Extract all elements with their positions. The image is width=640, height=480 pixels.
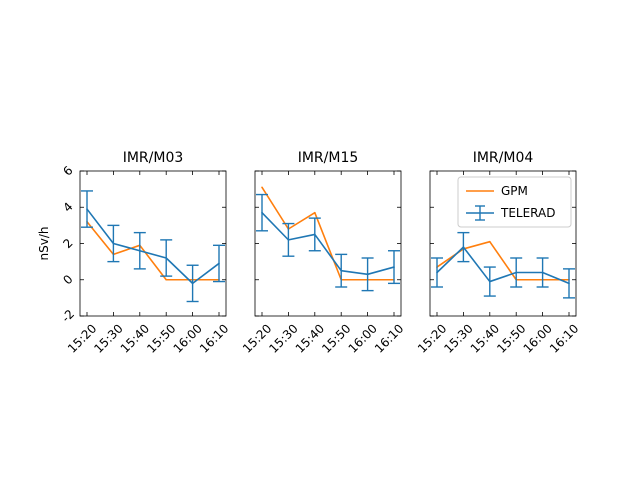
x-tick-label: 15:30 xyxy=(441,321,475,355)
x-tick-label: 16:10 xyxy=(547,321,581,355)
x-tick-label: 15:20 xyxy=(240,321,274,355)
y-tick-label: 0 xyxy=(60,272,75,287)
y-tick-label: 2 xyxy=(60,236,75,251)
x-tick-label: 15:20 xyxy=(415,321,449,355)
x-tick-label: 15:20 xyxy=(65,321,99,355)
x-tick-label: 16:10 xyxy=(197,321,231,355)
x-tick-label: 16:10 xyxy=(372,321,406,355)
data-point-gpm xyxy=(314,211,316,214)
x-tick-label: 15:40 xyxy=(468,321,502,355)
legend-label-gpm: GPM xyxy=(501,184,528,198)
x-tick-label: 15:50 xyxy=(494,321,528,355)
axes-frame xyxy=(254,170,402,317)
data-point-gpm xyxy=(261,186,263,189)
series-line-telerad xyxy=(86,208,220,285)
x-tick-label: 16:00 xyxy=(521,321,555,355)
data-point-gpm xyxy=(165,278,167,281)
x-tick-label: 15:30 xyxy=(266,321,300,355)
data-point-gpm xyxy=(489,240,491,243)
x-tick-label: 15:50 xyxy=(319,321,353,355)
subplot-1: IMR/M03 -2 0 2 4 6 15:2015:3015:4015:5016:0016… xyxy=(37,150,231,356)
legend: GPM TELERAD xyxy=(457,176,572,228)
x-tick-label: 16:00 xyxy=(346,321,380,355)
series-line-telerad xyxy=(436,246,570,285)
x-tick-label: 15:50 xyxy=(144,321,178,355)
x-tick-label: 16:00 xyxy=(171,321,205,355)
x-tick-label: 15:30 xyxy=(91,321,125,355)
y-tick-label: -2 xyxy=(59,307,77,325)
y-axis-label: nSv/h xyxy=(37,227,51,261)
subplot-title: IMR/M15 xyxy=(298,150,359,166)
series-line-telerad xyxy=(261,212,395,276)
series-line-gpm xyxy=(261,186,394,281)
y-tick-label: 4 xyxy=(60,200,75,215)
legend-frame xyxy=(457,176,572,228)
series-line-gpm xyxy=(436,240,569,281)
axes-frame xyxy=(79,170,227,317)
y-tick-label: 6 xyxy=(60,163,75,178)
legend-label-telerad: TELERAD xyxy=(500,206,555,220)
x-tick-label: 15:40 xyxy=(293,321,327,355)
subplot-title: IMR/M04 xyxy=(473,150,534,166)
x-tick-label: 15:40 xyxy=(118,321,152,355)
series-line-gpm xyxy=(86,221,219,281)
subplot-title: IMR/M03 xyxy=(123,150,184,166)
